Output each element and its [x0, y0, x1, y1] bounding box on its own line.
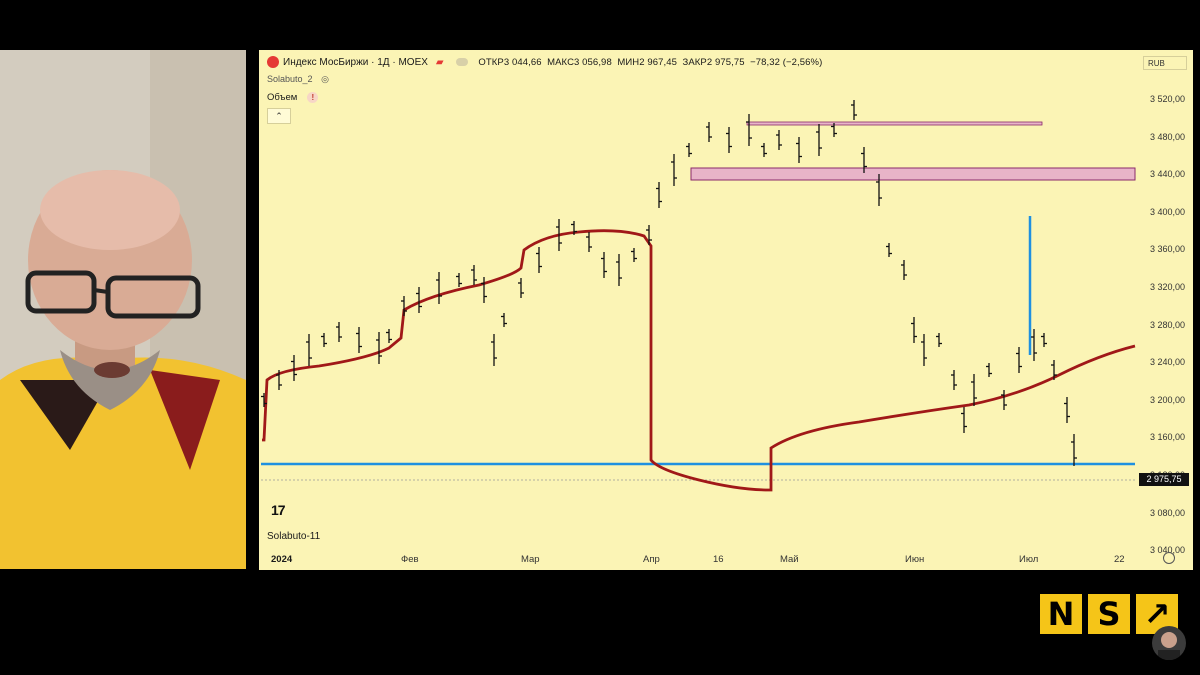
- ohlc-change: −78,32 (−2,56%): [750, 56, 823, 68]
- last-price-tag: 2 975,75: [1139, 473, 1189, 486]
- collapse-button[interactable]: ⌃: [267, 108, 291, 124]
- presenter-avatar: [1152, 626, 1186, 660]
- x-tick-label: Июл: [1019, 554, 1039, 565]
- tradingview-logo-icon[interactable]: 17: [271, 502, 286, 518]
- chart-header: Индекс МосБиржи · 1Д · MOEX ▰ ОТКР3 044,…: [267, 56, 822, 68]
- x-tick-label: 2024: [271, 554, 293, 565]
- indicator-solabuto-2[interactable]: Solabuto_2 ◎: [267, 74, 329, 85]
- volume-indicator[interactable]: Объем !: [267, 92, 319, 103]
- x-tick-label: Май: [780, 554, 799, 565]
- y-tick-label: 3 280,00: [1149, 319, 1185, 330]
- x-tick-label: 16: [713, 554, 724, 565]
- brand-tile-n: N: [1040, 594, 1082, 634]
- y-tick-label: 3 200,00: [1149, 394, 1185, 405]
- indicator-name: Solabuto_2: [267, 74, 313, 84]
- ohlc-high: МАКС3 056,98: [547, 56, 612, 68]
- y-tick-label: 3 400,00: [1149, 206, 1185, 217]
- volume-label: Объем: [267, 92, 298, 103]
- ohlc-low: МИН2 967,45: [617, 56, 677, 68]
- webcam-feed: [0, 50, 246, 569]
- brand-tile-s: S: [1088, 594, 1130, 634]
- price-bars: [261, 100, 1077, 466]
- price-chart[interactable]: [259, 50, 1193, 570]
- currency-selector[interactable]: RUB: [1143, 56, 1187, 70]
- y-tick-label: 3 520,00: [1149, 94, 1185, 104]
- resistance-zone: [690, 167, 1136, 181]
- solabuto-curve: [262, 229, 1136, 492]
- y-tick-label: 3 360,00: [1149, 244, 1185, 255]
- ohlc-readout: ОТКР3 044,66 МАКС3 056,98 МИН2 967,45 ЗА…: [455, 56, 823, 68]
- y-tick-label: 3 240,00: [1149, 357, 1185, 368]
- x-tick-label: 22: [1114, 554, 1125, 565]
- x-tick-label: Июн: [905, 554, 925, 565]
- y-tick-label: 3 040,00: [1149, 545, 1185, 556]
- x-tick-label: Мар: [521, 554, 540, 565]
- settings-gear-icon[interactable]: [1163, 552, 1175, 564]
- warning-icon[interactable]: !: [307, 92, 319, 103]
- x-tick-label: Фев: [401, 554, 419, 565]
- flag-icon[interactable]: ▰: [435, 56, 444, 68]
- ohlc-open: ОТКР3 044,66: [478, 56, 542, 68]
- y-tick-label: 3 440,00: [1149, 169, 1185, 180]
- status-pill-icon: [455, 57, 468, 66]
- moex-logo-icon: [267, 56, 279, 68]
- footer-indicator-name[interactable]: Solabuto-11: [267, 531, 321, 542]
- channel-logo: N S ↗: [1040, 594, 1178, 634]
- y-tick-label: 3 320,00: [1149, 282, 1185, 292]
- symbol-title[interactable]: Индекс МосБиржи · 1Д · MOEX: [283, 56, 428, 68]
- chart-window: Индекс МосБиржи · 1Д · MOEX ▰ ОТКР3 044,…: [259, 50, 1193, 570]
- ohlc-close: ЗАКР2 975,75: [682, 56, 745, 68]
- y-tick-label: 3 480,00: [1149, 131, 1185, 142]
- top-level-line: [746, 121, 1043, 126]
- eye-icon[interactable]: ◎: [321, 74, 329, 84]
- y-tick-label: 3 080,00: [1149, 507, 1185, 518]
- y-tick-label: 3 160,00: [1149, 432, 1185, 443]
- x-tick-label: Апр: [643, 554, 660, 565]
